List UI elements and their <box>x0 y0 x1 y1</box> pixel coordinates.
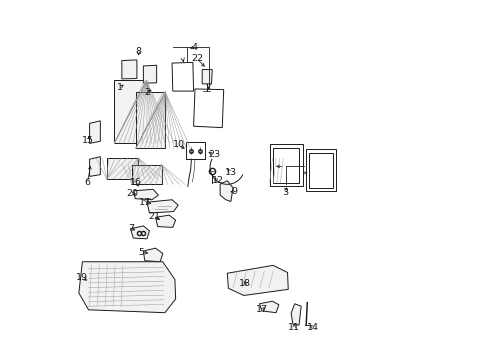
Text: 17: 17 <box>139 198 150 207</box>
Text: 6: 6 <box>84 178 90 187</box>
Polygon shape <box>202 69 212 84</box>
Text: 13: 13 <box>224 168 237 177</box>
Bar <box>308 153 332 188</box>
Polygon shape <box>134 189 158 200</box>
Text: 11: 11 <box>287 323 299 332</box>
Polygon shape <box>143 248 163 262</box>
Text: 23: 23 <box>207 150 220 159</box>
Text: 20: 20 <box>126 189 138 198</box>
Text: 15: 15 <box>81 136 93 145</box>
Text: 19: 19 <box>76 273 88 282</box>
Polygon shape <box>155 215 175 227</box>
Polygon shape <box>143 65 156 83</box>
Text: 10: 10 <box>173 140 185 149</box>
Text: 18: 18 <box>239 279 251 288</box>
Polygon shape <box>122 60 137 79</box>
FancyBboxPatch shape <box>114 81 146 143</box>
Polygon shape <box>193 89 223 128</box>
Text: 22: 22 <box>191 54 203 63</box>
Text: 7: 7 <box>127 224 134 233</box>
Polygon shape <box>89 157 100 176</box>
FancyBboxPatch shape <box>136 92 165 148</box>
FancyBboxPatch shape <box>132 165 162 184</box>
Polygon shape <box>220 181 233 202</box>
Text: 21: 21 <box>148 212 160 221</box>
Text: 16: 16 <box>130 178 142 187</box>
Polygon shape <box>259 301 278 313</box>
Text: 2: 2 <box>144 87 150 96</box>
Text: 1: 1 <box>117 83 122 92</box>
Polygon shape <box>130 226 149 239</box>
Text: 17: 17 <box>255 305 267 314</box>
Polygon shape <box>172 62 193 91</box>
Text: 14: 14 <box>307 323 319 332</box>
Bar <box>273 148 298 183</box>
Text: 9: 9 <box>231 187 237 196</box>
Bar <box>185 142 204 159</box>
Text: 5: 5 <box>138 248 144 257</box>
Text: 3: 3 <box>282 188 288 197</box>
Text: 4: 4 <box>191 43 197 52</box>
FancyBboxPatch shape <box>106 158 138 179</box>
Polygon shape <box>147 200 178 213</box>
Text: 8: 8 <box>136 47 142 56</box>
Polygon shape <box>290 304 301 325</box>
Bar <box>269 144 302 186</box>
Polygon shape <box>79 262 175 313</box>
Polygon shape <box>89 121 100 143</box>
Bar <box>305 149 335 192</box>
Text: 12: 12 <box>211 176 223 185</box>
Polygon shape <box>227 265 287 296</box>
